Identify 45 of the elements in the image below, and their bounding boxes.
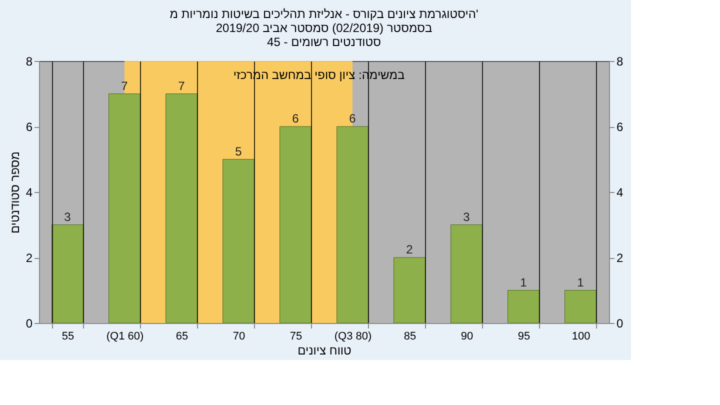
data-label: 7	[121, 78, 128, 93]
x-tick-label: 65	[176, 330, 188, 342]
bar	[394, 257, 426, 324]
text: היסטוגרמת ציונים בקורס - אנליזת תהליכים בשיטות נומריות מ'	[170, 7, 478, 21]
data-label: 5	[235, 144, 242, 158]
x-tick-label: 100	[572, 330, 590, 342]
x-axis-title: טווח ציונים	[298, 344, 352, 358]
bar	[508, 290, 540, 324]
x-tick-label: (Q1 60)	[106, 330, 144, 342]
x-tick-label: 90	[460, 330, 474, 342]
data-label: 3	[64, 210, 72, 224]
data-label: 7	[178, 78, 186, 93]
y2-tick-label: 4	[616, 186, 624, 200]
y-tick-label: 0	[26, 316, 33, 330]
x-tick-label: 85	[404, 330, 416, 342]
bar	[52, 224, 84, 324]
bar	[450, 224, 482, 324]
x-tick-label: 75	[290, 330, 302, 342]
bar	[108, 94, 140, 324]
y-tick-label: 8	[26, 54, 33, 68]
y-tick-label: 4	[26, 186, 33, 200]
text: בסמסטר (02/2019) סמסטר אביב 2019/20	[216, 21, 432, 35]
bar	[166, 94, 198, 324]
bar	[336, 126, 368, 324]
bar	[564, 290, 596, 324]
y-tick-label: 6	[26, 120, 33, 134]
y-axis-title: מספר סטודנטים	[8, 151, 22, 234]
data-label: 1	[577, 275, 584, 290]
y2-tick-label: 8	[616, 54, 624, 68]
x-tick-label: (Q3 80)	[334, 330, 372, 342]
data-label: 6	[349, 112, 356, 126]
y2-tick-label: 2	[616, 251, 624, 265]
x-tick-label: 55	[62, 330, 74, 342]
data-label: 6	[292, 112, 300, 126]
y-tick-label: 2	[26, 251, 33, 265]
data-label: 1	[520, 275, 528, 290]
x-tick-label: 70	[232, 330, 246, 342]
bar	[222, 159, 254, 324]
text: סטודנטים רשומים - 45	[267, 35, 381, 49]
bar	[280, 126, 312, 324]
x-tick-label: 95	[518, 330, 530, 342]
y2-tick-label: 0	[616, 316, 624, 330]
data-label: 2	[406, 242, 414, 256]
data-label: 3	[463, 210, 470, 224]
y2-tick-label: 6	[616, 120, 624, 134]
